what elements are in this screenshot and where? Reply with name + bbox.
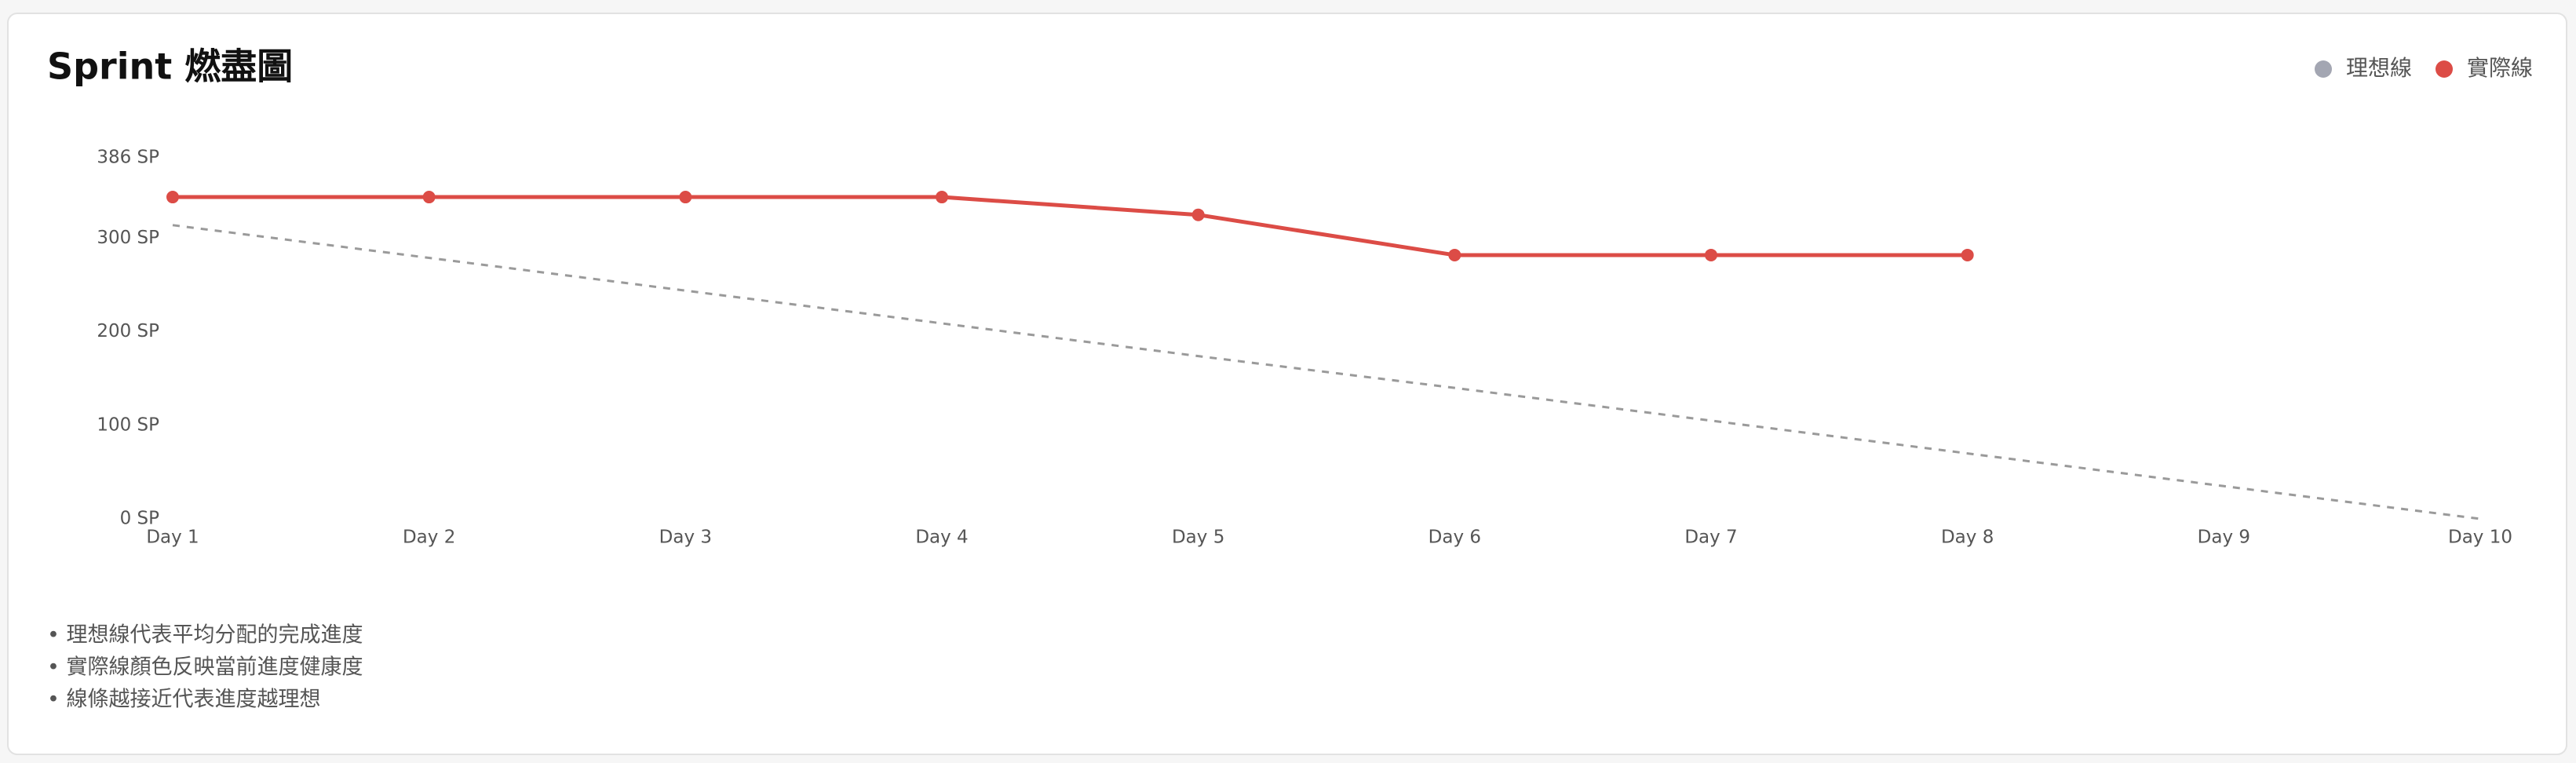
x-tick-label: Day 5 <box>1172 528 1224 548</box>
legend-label: 理想線 <box>2346 55 2412 81</box>
data-point <box>679 191 692 204</box>
data-point <box>1705 248 1717 261</box>
notes: • 理想線代表平均分配的完成進度 • 實際線顏色反映當前進度健康度 • 線條越接近代… <box>47 623 363 712</box>
card <box>7 13 2567 755</box>
x-tick-label: Day 6 <box>1428 528 1481 548</box>
data-point <box>1191 208 1205 221</box>
x-tick-label: Day 10 <box>2448 528 2512 548</box>
data-point <box>1961 248 1974 261</box>
x-tick-label: Day 1 <box>146 528 199 548</box>
chart-title: Sprint 燃盡圖 <box>47 46 293 88</box>
y-tick-label: 386 SP <box>97 148 159 168</box>
plot: 0 SP 100 SP 200 SP 300 SP 386 SP Day 1 Day 2 Da… <box>97 148 2512 548</box>
series-line <box>173 195 1968 257</box>
x-tick-label: Day 3 <box>659 528 712 548</box>
legend-label: 實際線 <box>2467 55 2533 81</box>
legend-swatch <box>2436 60 2453 78</box>
legend: 理想線 實際線 <box>2315 55 2533 81</box>
x-tick-label: Day 9 <box>2198 528 2250 548</box>
x-tick-label: Day 8 <box>1941 528 1994 548</box>
y-tick-label: 200 SP <box>97 321 159 341</box>
note: • 實際線顏色反映當前進度健康度 <box>47 655 363 680</box>
series-line <box>172 224 2481 520</box>
note: • 線條越接近代表進度越理想 <box>47 688 321 712</box>
legend-swatch <box>2315 60 2332 78</box>
x-tick-label: Day 4 <box>915 528 968 548</box>
note: • 理想線代表平均分配的完成進度 <box>47 623 363 648</box>
y-tick-label: 300 SP <box>97 228 159 248</box>
data-point <box>422 191 436 204</box>
data-point <box>1448 248 1461 261</box>
data-point <box>936 191 948 204</box>
data-point <box>166 191 179 204</box>
x-tick-label: Day 2 <box>403 528 455 548</box>
y-tick-label: 0 SP <box>120 509 160 529</box>
y-tick-label: 100 SP <box>97 414 159 435</box>
x-tick-label: Day 7 <box>1684 528 1737 548</box>
